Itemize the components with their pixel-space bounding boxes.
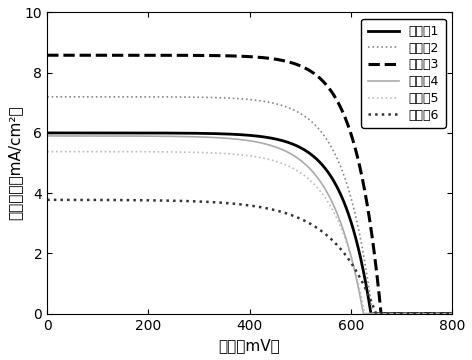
Line: 实施例6: 实施例6 — [47, 200, 452, 314]
实施例6 — [322, 231, 328, 236]
实施例3 — [44, 53, 50, 57]
实施例2 — [360, 248, 366, 252]
实施例6 — [86, 198, 92, 202]
实施例5 — [223, 152, 228, 156]
实施例4 — [223, 136, 228, 140]
实施例2 — [322, 135, 328, 139]
实施例4 — [361, 311, 366, 316]
实施例3 — [379, 311, 384, 316]
实施例5 — [86, 149, 92, 154]
实施例6 — [208, 200, 214, 204]
实施例5 — [362, 311, 368, 316]
实施例6 — [373, 311, 379, 316]
实施例2 — [44, 95, 50, 99]
实施例2 — [367, 294, 373, 298]
实施例5 — [208, 151, 214, 155]
实施例1 — [322, 166, 328, 170]
实施例3 — [223, 54, 228, 58]
实施例3 — [86, 53, 92, 57]
实施例1 — [449, 311, 455, 316]
实施例4 — [322, 187, 328, 191]
实施例4 — [368, 311, 373, 316]
实施例3 — [360, 179, 366, 183]
实施例5 — [449, 311, 455, 316]
Legend: 实施例1, 实施例2, 实施例3, 实施例4, 实施例5, 实施例6: 实施例1, 实施例2, 实施例3, 实施例4, 实施例5, 实施例6 — [362, 19, 446, 128]
实施例2 — [86, 95, 92, 99]
实施例5 — [322, 195, 328, 200]
Line: 实施例4: 实施例4 — [47, 136, 452, 314]
Line: 实施例1: 实施例1 — [47, 133, 452, 314]
实施例1 — [369, 311, 374, 316]
实施例6 — [360, 281, 366, 285]
实施例5 — [360, 301, 366, 305]
实施例4 — [360, 308, 366, 312]
实施例5 — [44, 149, 50, 154]
Line: 实施例3: 实施例3 — [47, 55, 452, 314]
实施例3 — [367, 220, 373, 225]
实施例4 — [449, 311, 455, 316]
实施例2 — [370, 311, 375, 316]
实施例6 — [449, 311, 455, 316]
实施例3 — [208, 53, 214, 58]
实施例1 — [367, 306, 373, 310]
实施例1 — [223, 132, 228, 136]
实施例4 — [44, 134, 50, 138]
实施例4 — [86, 134, 92, 138]
Y-axis label: 电流密度（mA/cm²）: 电流密度（mA/cm²） — [7, 106, 22, 220]
实施例1 — [208, 131, 214, 136]
实施例3 — [322, 81, 328, 86]
实施例1 — [360, 266, 366, 270]
实施例1 — [44, 131, 50, 135]
实施例4 — [208, 135, 214, 140]
实施例6 — [367, 297, 373, 301]
实施例5 — [368, 311, 373, 316]
实施例6 — [44, 198, 50, 202]
实施例6 — [223, 201, 228, 205]
Line: 实施例2: 实施例2 — [47, 97, 452, 314]
实施例3 — [449, 311, 455, 316]
实施例2 — [223, 96, 228, 100]
Line: 实施例5: 实施例5 — [47, 152, 452, 314]
实施例2 — [208, 95, 214, 100]
X-axis label: 电压（mV）: 电压（mV） — [219, 338, 280, 353]
实施例1 — [86, 131, 92, 135]
实施例2 — [449, 311, 455, 316]
